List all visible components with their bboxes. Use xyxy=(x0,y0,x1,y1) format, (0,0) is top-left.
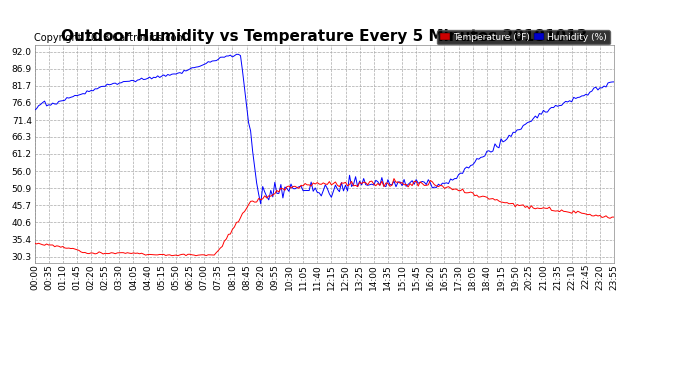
Title: Outdoor Humidity vs Temperature Every 5 Minutes 20181013: Outdoor Humidity vs Temperature Every 5 … xyxy=(61,29,587,44)
Legend: Temperature (°F), Humidity (%): Temperature (°F), Humidity (%) xyxy=(437,30,609,44)
Text: Copyright 2018 Cartronics.com: Copyright 2018 Cartronics.com xyxy=(34,33,186,43)
